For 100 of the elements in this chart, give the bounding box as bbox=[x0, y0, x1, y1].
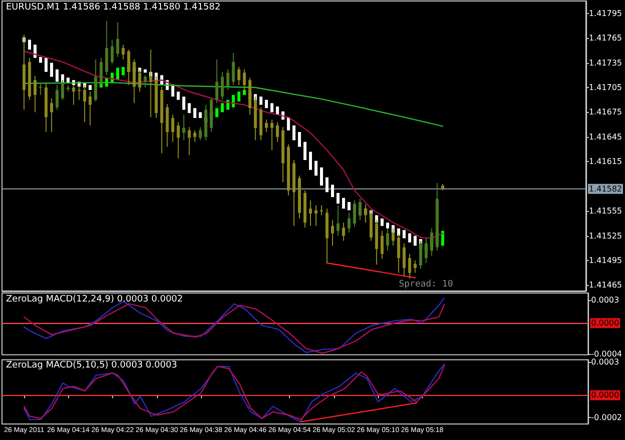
bar bbox=[264, 100, 268, 108]
candlestick bbox=[320, 204, 323, 216]
candlestick bbox=[198, 126, 202, 141]
candlestick bbox=[182, 114, 186, 141]
bar bbox=[56, 69, 59, 82]
y-tick-label: -0.0004 bbox=[591, 350, 622, 358]
candlestick bbox=[100, 57, 103, 86]
bar bbox=[198, 112, 202, 118]
bar bbox=[144, 69, 147, 73]
chart-title: EURUSD.M1 1.41586 1.41588 1.41580 1.41582 bbox=[6, 2, 220, 12]
bar bbox=[276, 106, 279, 115]
bar bbox=[34, 44, 37, 58]
candlestick bbox=[215, 58, 218, 104]
chart-title: ZeroLag MACD(5,10,5) 0.0003 0.0003 bbox=[6, 360, 178, 370]
candlestick bbox=[193, 130, 196, 142]
y-tick-label: 0.0003 bbox=[591, 358, 620, 366]
bar bbox=[292, 125, 296, 140]
candlestick bbox=[380, 230, 384, 260]
candlestick bbox=[56, 84, 59, 110]
candlestick bbox=[276, 122, 279, 142]
candlestick bbox=[408, 253, 412, 280]
candlestick bbox=[264, 119, 268, 132]
bar bbox=[402, 230, 406, 238]
candlestick bbox=[237, 66, 240, 86]
candlestick bbox=[226, 68, 230, 90]
bar bbox=[326, 177, 329, 192]
bar bbox=[176, 92, 180, 100]
candlestick bbox=[331, 220, 334, 246]
annotation: Spread: 10 bbox=[398, 280, 454, 290]
bar bbox=[66, 78, 70, 83]
candlestick bbox=[270, 119, 274, 151]
bar bbox=[314, 160, 318, 176]
ref-line-label: 0.0000 bbox=[591, 390, 620, 400]
y-tick-label: 0.0003 bbox=[591, 295, 620, 304]
y-tick-label: 1.41795 bbox=[588, 8, 622, 18]
bar bbox=[270, 103, 274, 112]
bar bbox=[182, 96, 186, 110]
bar bbox=[44, 58, 48, 72]
y-tick-label: 1.41555 bbox=[588, 206, 622, 216]
candlestick bbox=[232, 52, 235, 86]
bar bbox=[336, 192, 340, 204]
y-tick-label: -0.0002 bbox=[591, 412, 622, 422]
bar bbox=[380, 218, 384, 226]
ref-line-label: 1.41582 bbox=[588, 184, 622, 194]
bar bbox=[122, 66, 125, 76]
bar bbox=[342, 198, 346, 209]
candlestick bbox=[342, 222, 346, 242]
candlestick bbox=[188, 126, 191, 156]
candlestick bbox=[308, 200, 312, 226]
bar bbox=[237, 92, 240, 102]
bar bbox=[232, 94, 235, 108]
candlestick bbox=[336, 204, 340, 236]
bar bbox=[386, 222, 390, 228]
ref-line-label: 0.0000 bbox=[591, 318, 620, 328]
bar bbox=[50, 62, 54, 77]
candlestick bbox=[88, 91, 92, 126]
bar bbox=[348, 202, 351, 210]
y-tick-label: 1.41495 bbox=[588, 256, 622, 266]
bar bbox=[116, 68, 120, 80]
candlestick bbox=[414, 260, 417, 274]
y-tick-label: 1.41675 bbox=[588, 108, 622, 117]
candlestick bbox=[171, 114, 174, 142]
candlestick bbox=[122, 44, 125, 60]
bar bbox=[308, 152, 312, 170]
y-tick-label: 1.41765 bbox=[588, 34, 622, 43]
chart-title: ZeroLag MACD(12,24,9) 0.0003 0.0002 bbox=[6, 294, 183, 304]
candlestick bbox=[105, 20, 108, 76]
candlestick bbox=[314, 204, 318, 226]
bar bbox=[303, 142, 306, 160]
bar bbox=[286, 117, 290, 130]
y-tick-label: 1.41615 bbox=[588, 157, 622, 166]
bar bbox=[414, 236, 417, 246]
bar bbox=[39, 57, 42, 63]
y-tick-label: 1.41735 bbox=[588, 58, 622, 68]
y-tick-label: 1.41705 bbox=[588, 83, 622, 92]
candlestick bbox=[402, 242, 406, 277]
candlestick bbox=[34, 75, 37, 113]
candlestick bbox=[50, 98, 54, 132]
candlestick bbox=[138, 68, 142, 92]
candlestick bbox=[116, 22, 120, 58]
candlestick bbox=[220, 71, 224, 100]
bar bbox=[28, 40, 32, 50]
bar bbox=[220, 103, 224, 112]
bar bbox=[88, 85, 92, 90]
candlestick bbox=[83, 84, 86, 123]
bar bbox=[441, 230, 444, 246]
bar bbox=[259, 96, 262, 105]
bar bbox=[298, 132, 301, 147]
bar bbox=[408, 233, 412, 242]
bar bbox=[193, 108, 196, 118]
y-tick-label: 1.41525 bbox=[588, 231, 622, 240]
candlestick bbox=[39, 82, 42, 96]
bar bbox=[242, 90, 246, 95]
candlestick bbox=[176, 122, 180, 159]
candlestick bbox=[348, 212, 351, 234]
bar bbox=[331, 184, 334, 198]
bar bbox=[188, 103, 191, 114]
y-tick-label: 1.41465 bbox=[588, 280, 622, 290]
bar bbox=[215, 108, 218, 118]
bar bbox=[320, 167, 323, 186]
